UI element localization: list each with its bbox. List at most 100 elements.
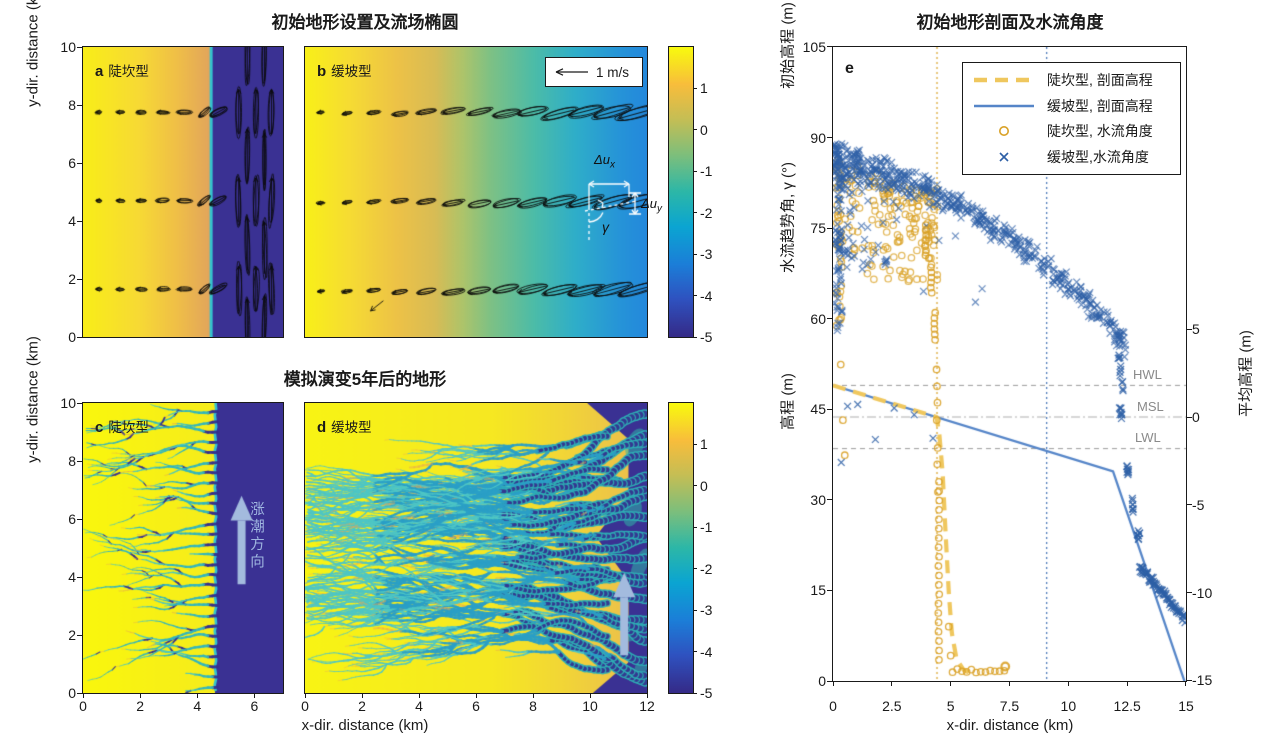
tick-label: 5 [946,698,955,714]
tick-label: 2 [68,271,76,287]
tick-label: 15 [1178,698,1194,714]
panel-a-label: 陡坎型 [108,64,149,79]
ylabel-e-right: 平均高程 (m) [1237,330,1255,417]
colorbar-bottom-canvas [669,403,693,693]
legend-item-label: 陡坎型, 剖面高程 [1047,72,1153,89]
panel-b [304,46,648,338]
tick-mark [418,693,420,698]
tick-mark [693,295,697,297]
tick-mark [1186,328,1192,330]
tick-label: 8 [529,698,537,714]
tick-label: 2 [358,698,366,714]
tick-label: 10 [582,698,598,714]
tick-mark [827,680,833,682]
tick-mark [693,692,697,694]
tick-label: 1 [700,80,708,97]
tick-label: 12 [639,698,655,714]
msl-label: MSL [1137,399,1164,414]
panel-e-legend: 陡坎型, 剖面高程 缓坡型, 剖面高程 陡坎型, 水流角度 缓坡型,水流角度 [962,62,1181,175]
panel-c-letter: c 陡坎型 [95,419,149,436]
gamma-label: γ [602,219,609,235]
tick-mark [1185,681,1187,686]
tick-label: 6 [68,155,76,171]
tick-label: 10 [60,39,76,55]
delta-uy-label: Δuy [641,196,662,215]
panel-d-canvas [305,403,647,693]
tick-mark [950,681,952,686]
title-profile-angle: 初始地形剖面及水流角度 [916,13,1104,32]
tick-label: 1 [700,436,708,453]
tick-mark [77,220,82,222]
colorbar-top-canvas [669,47,693,337]
tick-mark [77,460,82,462]
ylabel-e-left: 水流趋势角, γ (°) [779,162,797,273]
tick-label: 6 [472,698,480,714]
legend-item-label: 陡坎型, 水流角度 [1047,123,1153,140]
tick-mark [77,692,82,694]
tick-label: 4 [68,213,76,229]
tick-label: 7.5 [999,698,1020,714]
tick-mark [1067,681,1069,686]
tick-label: 0 [68,329,76,345]
tick-label: -3 [700,246,713,263]
tick-mark [693,336,697,338]
tick-label: -10 [1192,584,1213,601]
tick-label: 15 [810,582,826,599]
tick-mark [1186,679,1192,681]
tick-label: 6 [250,698,259,714]
legend-item-label: 缓坡型,水流角度 [1047,148,1149,165]
tick-mark [77,634,82,636]
tick-mark [77,104,82,106]
tick-mark [77,576,82,578]
panel-c-canvas [83,403,283,693]
xlabel-bottom-left: x-dir. distance (km) [301,717,429,734]
tick-mark [1186,416,1192,418]
blue-x-icon [971,150,1037,164]
tick-label: -1 [700,163,713,180]
tick-mark [139,693,141,698]
delta-ux-label: Δux [594,152,615,171]
tick-mark [77,162,82,164]
legend-item-label: 缓坡型, 剖面高程 [1047,97,1153,114]
tick-mark [693,443,697,445]
tick-mark [891,681,893,686]
tick-mark [827,137,833,139]
tick-label: 0 [829,698,837,714]
tick-mark [693,170,697,172]
tick-mark [77,336,82,338]
tick-label: 30 [810,491,826,508]
panel-c [82,402,284,694]
tick-label: 2 [68,627,76,643]
tick-mark [693,87,697,89]
hwl-label: HWL [1133,367,1162,382]
tick-label: 90 [810,129,826,146]
tick-mark [82,693,84,698]
tick-label: 0 [700,121,708,138]
tick-label: 12.5 [1113,698,1141,714]
tick-mark [827,318,833,320]
panel-a-canvas [83,47,283,337]
quiver-key-label: 1 m/s [596,64,630,80]
tick-mark [77,518,82,520]
tick-mark [693,609,697,611]
tick-label: 75 [810,220,826,237]
tick-mark [827,227,833,229]
panel-b-canvas [305,47,647,337]
tick-label: 4 [193,698,202,714]
tick-mark [361,693,363,698]
colorbar-top [668,46,694,338]
tick-label: 4 [415,698,423,714]
tick-label: -5 [700,329,713,345]
panel-d-letter: d 缓坡型 [317,419,372,436]
tick-label: -2 [700,204,713,221]
tick-mark [77,278,82,280]
tick-label: 0 [301,698,309,714]
panel-b-label: 缓坡型 [331,64,372,79]
scale-arrow-icon [555,68,588,76]
tick-mark [693,129,697,131]
tick-label: 2.5 [882,698,902,714]
tick-mark [589,693,591,698]
tick-mark [1008,681,1010,686]
flood-direction-text-c: 涨潮方向 [248,501,264,571]
gold-circle-icon [971,124,1037,138]
